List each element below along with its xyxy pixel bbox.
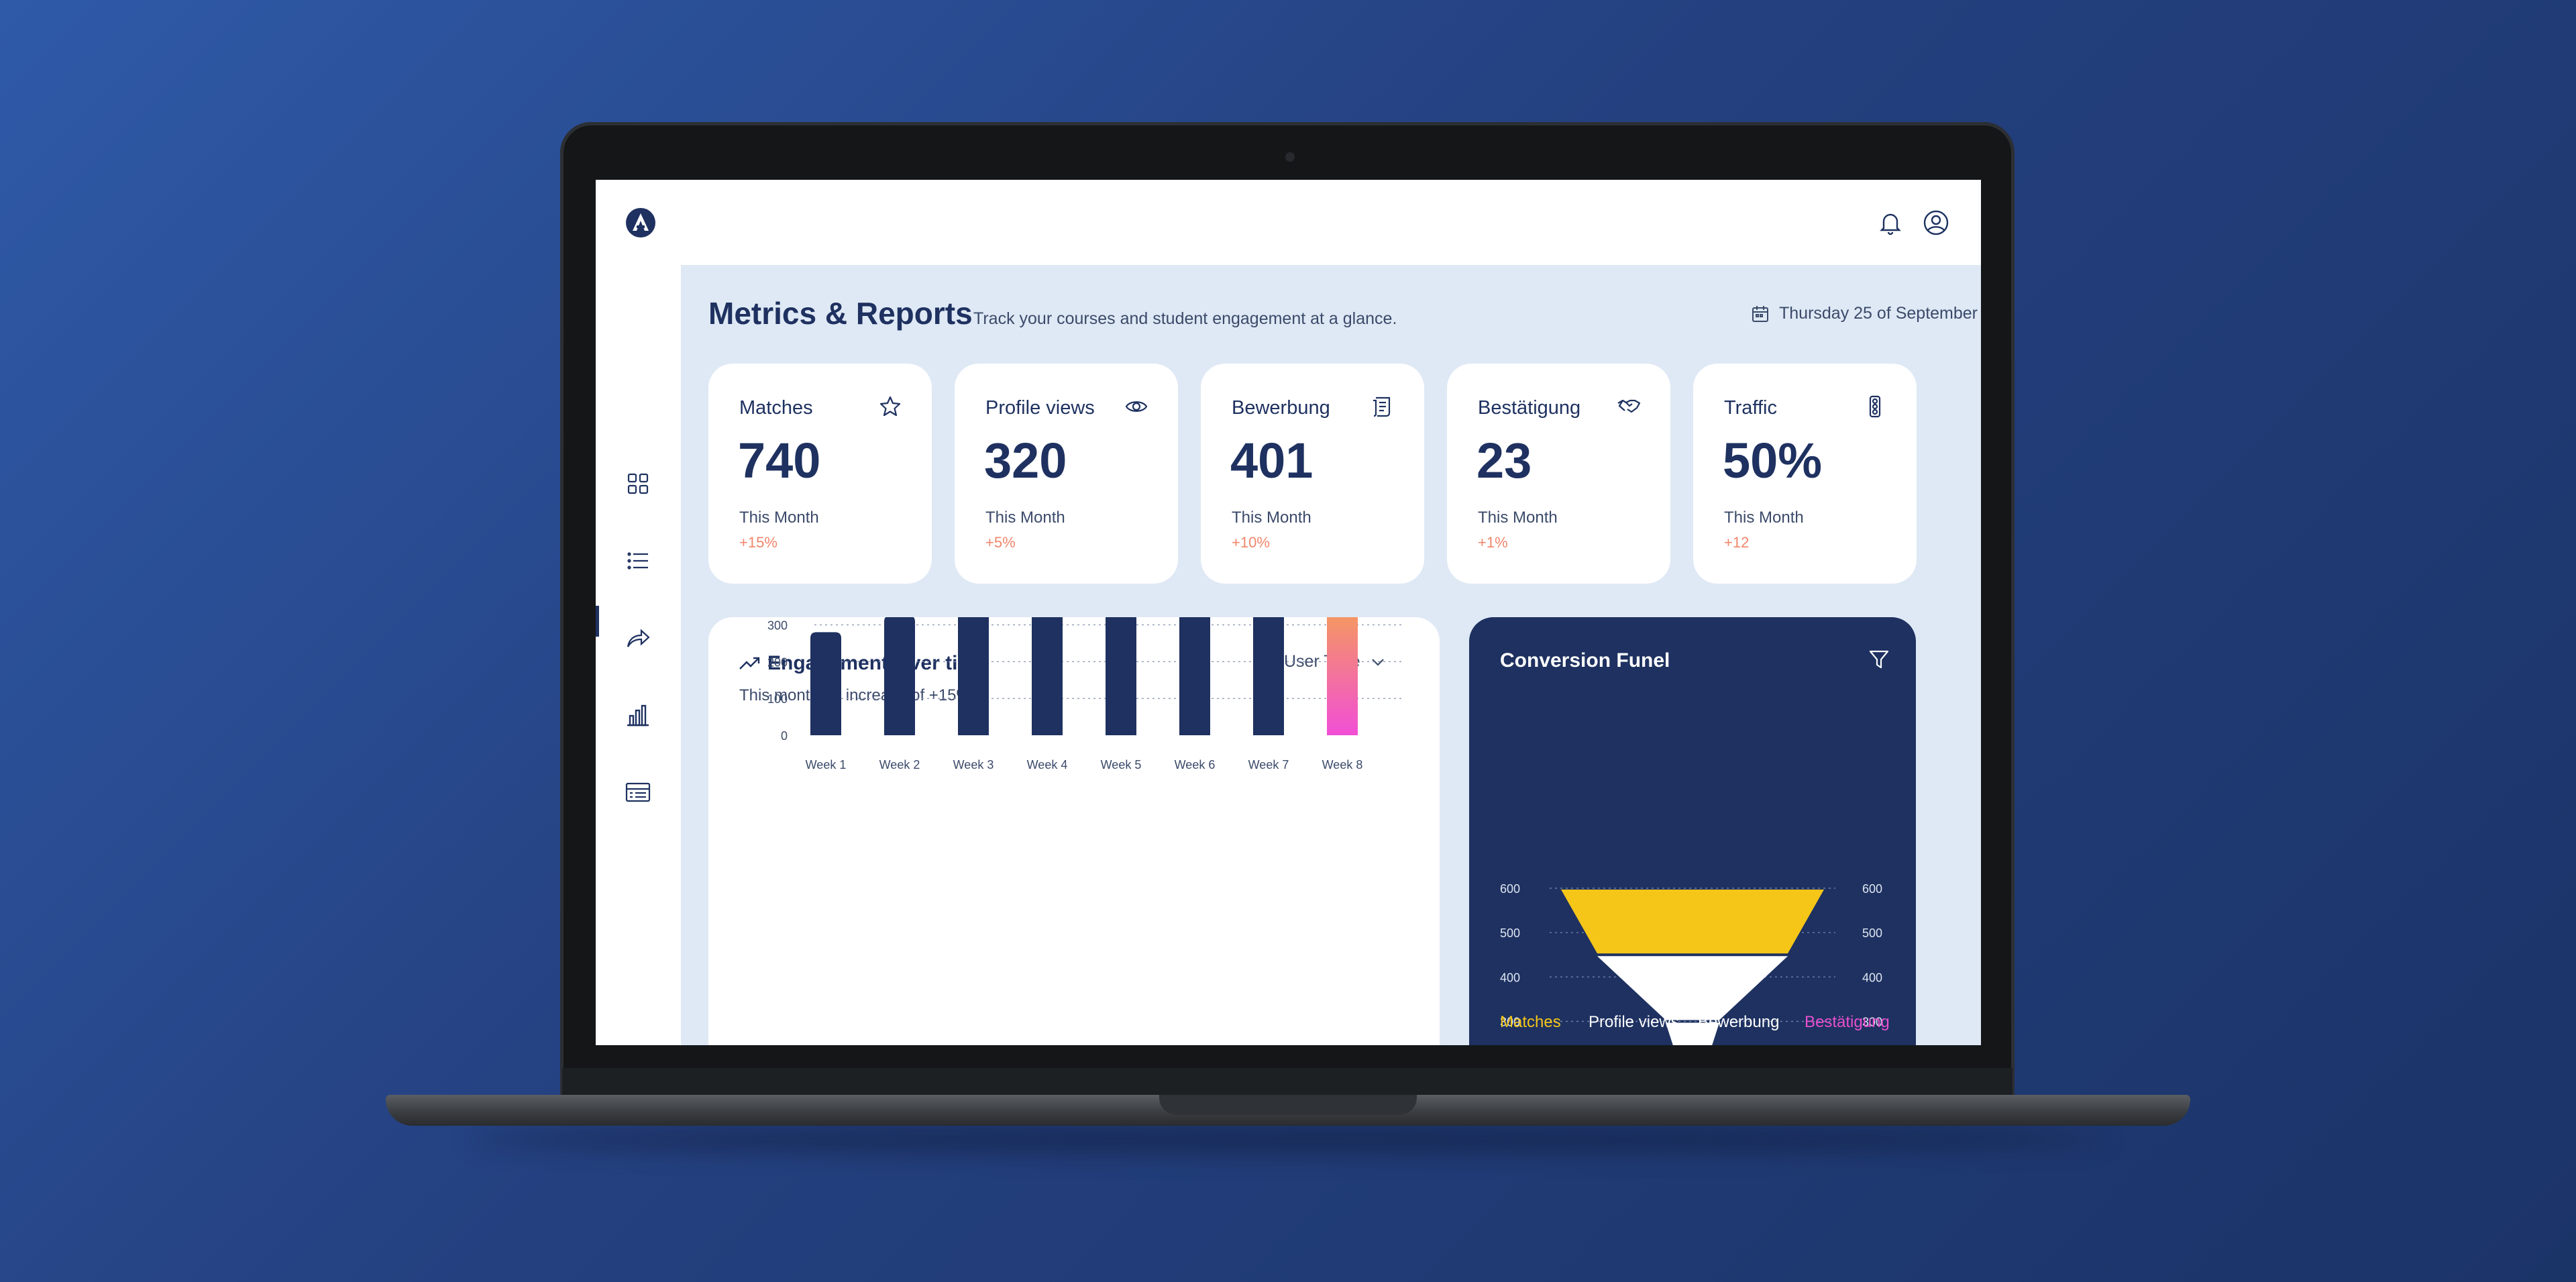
bell-icon[interactable] <box>1876 208 1905 237</box>
y-tick-label-right: 400 <box>1862 971 1882 984</box>
x-tick-label: Week 4 <box>1027 758 1068 771</box>
document-icon <box>1373 396 1391 417</box>
funnel-title: Conversion Funel <box>1500 649 1670 672</box>
laptop-notch <box>1159 1095 1417 1115</box>
kpi-card-bewerbung[interactable]: Bewerbung 401 This Month +10% <box>1201 364 1424 584</box>
conversion-funnel-panel: Conversion Funel 00000010010020020030030… <box>1469 617 1916 1045</box>
calendar-icon <box>1752 305 1768 322</box>
kpi-value: 401 <box>1230 433 1313 488</box>
bar <box>1179 617 1210 735</box>
dashboard-grid-icon[interactable] <box>624 470 652 498</box>
page-subtitle: Track your courses and student engagemen… <box>973 309 1397 328</box>
y-tick-label: 100 <box>767 692 788 706</box>
bar <box>1106 617 1136 735</box>
eye-icon <box>1125 401 1148 412</box>
trending-up-icon <box>739 657 760 670</box>
funnel-chart: 0000001001002002003003004004005005006006… <box>1500 882 1882 1045</box>
kpi-label: Traffic <box>1724 397 1777 419</box>
y-tick-label-right: 500 <box>1862 926 1882 940</box>
laptop-shadow <box>470 1126 2106 1153</box>
kpi-change: +12 <box>1724 534 1750 551</box>
kpi-card-profile-views[interactable]: Profile views 320 This Month +5% <box>955 364 1178 584</box>
active-nav-indicator <box>596 606 599 637</box>
y-tick-label-right: 300 <box>1862 1016 1882 1029</box>
y-tick-label: 0 <box>781 729 788 743</box>
kpi-card-bestaetigung[interactable]: Bestätigung 23 This Month +1% <box>1447 364 1670 584</box>
date-display[interactable]: Thursday 25 of September <box>1751 304 1978 323</box>
bar <box>1032 617 1063 735</box>
handshake-icon <box>1617 399 1641 413</box>
legend-matches: Matches <box>1500 1013 1561 1031</box>
top-bar <box>596 180 1981 265</box>
funnel-stage <box>1666 1022 1719 1045</box>
bar <box>810 632 841 735</box>
filter-icon[interactable] <box>1868 648 1890 671</box>
y-tick-label-right: 600 <box>1862 882 1882 896</box>
legend-bestaetigung: Bestätigung <box>1805 1013 1890 1031</box>
kpi-value: 320 <box>984 433 1067 488</box>
camera-icon <box>1285 152 1295 162</box>
y-tick-label-left: 400 <box>1500 971 1520 984</box>
kpi-period: This Month <box>1232 509 1311 527</box>
y-tick-label: 300 <box>767 619 788 632</box>
y-tick-label: 200 <box>767 655 788 669</box>
legend-profile-views: Profile views <box>1589 1013 1679 1031</box>
kpi-period: This Month <box>1478 509 1558 527</box>
kpi-value: 50% <box>1723 433 1823 488</box>
kpi-label: Profile views <box>985 397 1095 419</box>
kpi-label: Matches <box>739 397 813 419</box>
kpi-change: +15% <box>739 534 777 551</box>
bar <box>958 617 989 735</box>
kpi-value: 740 <box>738 433 821 488</box>
kpi-change: +1% <box>1478 534 1508 551</box>
bar <box>1253 617 1284 735</box>
kpi-value: 23 <box>1477 433 1532 488</box>
legend-bewerbung: Bewerbung <box>1698 1013 1780 1031</box>
engagement-title: Engagement Over time <box>767 652 987 674</box>
x-tick-label: Week 5 <box>1101 758 1142 771</box>
x-tick-label: Week 1 <box>806 758 847 771</box>
funnel-stage <box>1561 890 1824 954</box>
date-label: Thursday 25 of September <box>1779 304 1978 323</box>
x-tick-label: Week 7 <box>1248 758 1289 771</box>
sidebar <box>596 265 681 1045</box>
x-tick-label: Week 3 <box>953 758 994 771</box>
logo-a-icon[interactable] <box>625 207 656 238</box>
y-tick-label-left: 300 <box>1500 1016 1520 1029</box>
kpi-card-traffic[interactable]: Traffic 50% This Month +12 <box>1693 364 1917 584</box>
x-tick-label: Week 2 <box>879 758 920 771</box>
kpi-change: +5% <box>985 534 1016 551</box>
funnel-stage <box>1597 956 1788 1020</box>
laptop-chin <box>562 1068 2012 1095</box>
traffic-light-icon <box>1869 395 1881 418</box>
kpi-label: Bestätigung <box>1478 397 1581 419</box>
kpi-period: This Month <box>1724 509 1804 527</box>
engagement-subtitle: This month an increase of +15% <box>739 686 971 704</box>
kpi-period: This Month <box>985 509 1065 527</box>
user-circle-icon[interactable] <box>1921 208 1951 237</box>
engagement-panel: Engagement Over time User Type This mont… <box>708 617 1440 1045</box>
app-screen: Metrics & Reports Track your courses and… <box>596 180 1981 1045</box>
report-icon[interactable] <box>624 778 652 806</box>
kpi-label: Bewerbung <box>1232 397 1330 419</box>
kpi-card-matches[interactable]: Matches 740 This Month +15% <box>708 364 932 584</box>
list-icon[interactable] <box>624 547 652 575</box>
bar <box>884 617 915 735</box>
star-icon <box>879 396 901 417</box>
share-arrow-icon[interactable] <box>624 624 652 652</box>
x-tick-label: Week 8 <box>1322 758 1363 771</box>
bar <box>1327 617 1358 735</box>
y-tick-label-left: 500 <box>1500 926 1520 940</box>
page-title: Metrics & Reports <box>708 296 973 331</box>
kpi-period: This Month <box>739 509 819 527</box>
y-tick-label-left: 600 <box>1500 882 1520 896</box>
x-tick-label: Week 6 <box>1175 758 1216 771</box>
bar-chart-icon[interactable] <box>624 701 652 729</box>
chevron-down-icon <box>1372 658 1385 666</box>
kpi-change: +10% <box>1232 534 1270 551</box>
